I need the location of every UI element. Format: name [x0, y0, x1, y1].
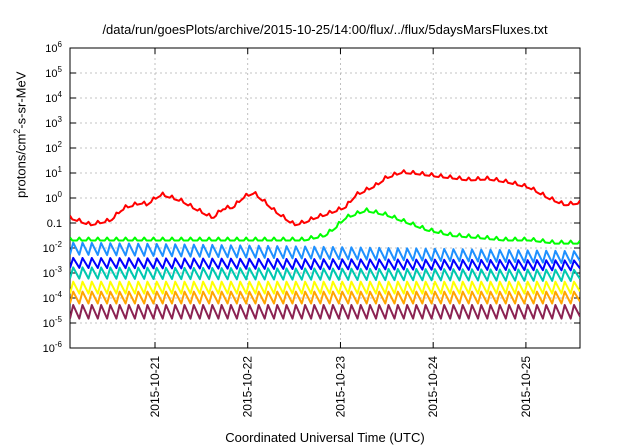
series-line-2 [70, 207, 580, 245]
x-tick-label: 2015-10-22 [241, 356, 255, 418]
x-axis-label: Coordinated Universal Time (UTC) [225, 430, 425, 445]
series-line-7 [70, 290, 580, 305]
series-line-8 [70, 304, 580, 320]
y-tick-label: 101 [45, 165, 62, 180]
x-tick-label: 2015-10-21 [148, 356, 162, 418]
plot-frame [69, 47, 581, 349]
series-line-5 [70, 266, 580, 282]
x-tick-label: 2015-10-25 [519, 356, 533, 418]
y-tick-label: 103 [45, 115, 62, 130]
x-tick-label: 2015-10-23 [333, 356, 347, 418]
series-line-4 [70, 256, 580, 272]
y-axis-label: protons/cm2-s-sr-MeV [12, 71, 29, 198]
y-tick-label: 102 [45, 140, 62, 155]
y-tick-label: 106 [45, 40, 62, 55]
y-tick-label: 10-5 [43, 315, 63, 330]
series-line-3 [70, 241, 580, 265]
y-tick-label: 105 [45, 65, 62, 80]
y-tick-label: 0.1 [47, 218, 62, 230]
x-tick-label: 2015-10-24 [426, 356, 440, 418]
series-line-1 [70, 169, 580, 227]
y-tick-label: 100 [45, 190, 62, 205]
y-tick-label: 10-3 [43, 265, 63, 280]
series-line-6 [70, 280, 580, 295]
chart-title: /data/run/goesPlots/archive/2015-10-25/1… [102, 22, 548, 37]
y-tick-label: 10-6 [43, 340, 63, 355]
y-tick-label: 10-2 [43, 240, 63, 255]
y-tick-label: 104 [45, 90, 62, 105]
y-tick-label: 10-4 [43, 290, 63, 305]
